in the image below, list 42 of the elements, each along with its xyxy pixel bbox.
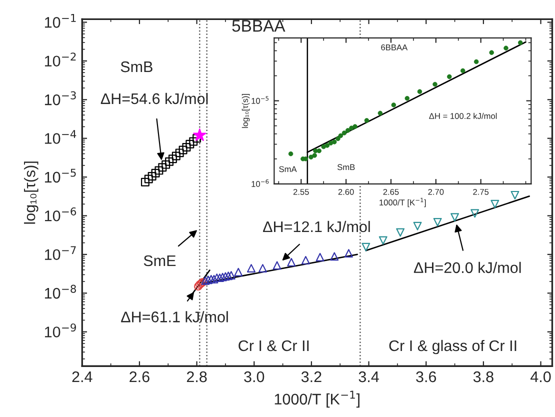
- x-tick-label: 2.8: [186, 371, 207, 382]
- y-tick-label: 10$^{−7}$: [44, 246, 76, 260]
- chart-title: 5BBAA: [232, 20, 286, 32]
- y-tick-label: 10$^{−4}$: [44, 130, 76, 144]
- annotation: ΔH=61.1 kJ/mol: [121, 311, 228, 322]
- annotation: ΔH = 100.2 kJ/mol: [429, 112, 497, 119]
- x-tick-label: 2.70: [428, 188, 444, 195]
- annotation: Cr I & glass of Cr II: [389, 340, 516, 354]
- x-tick-label: 3.4: [358, 371, 379, 382]
- y-tick-label: 10$^{−8}$: [44, 284, 76, 299]
- y-tick-label: 10$^{−2}$: [44, 52, 76, 67]
- x-tick-label: 2.4: [72, 371, 92, 382]
- y-tick-label: 10$^{−5}$: [252, 96, 268, 104]
- text: 6BBAA: [381, 44, 408, 50]
- y-axis-title: log₁₀[τ(s)]: [242, 94, 250, 128]
- x-tick-label: 3.0: [244, 371, 264, 382]
- annotation: SmB: [120, 61, 152, 72]
- annotation: ΔH=12.1 kJ/mol: [263, 220, 370, 232]
- annotation: SmB: [337, 164, 355, 170]
- x-tick-label: 2.60: [338, 188, 354, 195]
- x-axis-title: 1000/T [K$^{−1}$]: [274, 390, 360, 408]
- y-tick-label: 10$^{−5}$: [44, 168, 76, 183]
- x-axis-title: 1000/T [K$^{−1}$]: [380, 198, 426, 208]
- x-tick-label: 2.6: [130, 371, 150, 382]
- y-tick-label: 10$^{−6}$: [252, 179, 269, 187]
- y-tick-label: 10$^{−3}$: [44, 91, 76, 106]
- annotation: Cr I & Cr II: [238, 340, 309, 352]
- annotation: ΔH=20.0 kJ/mol: [414, 262, 521, 274]
- x-tick-label: 4.0: [530, 371, 551, 382]
- annotation: ΔH=54.6 kJ/mol: [100, 92, 208, 104]
- annotation: SmA: [279, 166, 297, 172]
- x-tick-label: 2.75: [473, 188, 489, 195]
- y-axis-title: log₁₀[τ(s)]: [24, 162, 38, 224]
- y-tick-label: 10$^{−6}$: [44, 207, 76, 222]
- x-tick-label: 2.65: [383, 188, 399, 195]
- x-tick-label: 3.2: [301, 371, 322, 382]
- y-tick-label: 10$^{−9}$: [44, 323, 76, 338]
- x-tick-label: 3.8: [473, 371, 494, 382]
- y-tick-label: 10$^{−1}$: [44, 14, 76, 28]
- x-tick-label: 3.6: [416, 371, 436, 382]
- x-tick-label: 2.55: [293, 188, 309, 195]
- annotation: SmE: [144, 255, 176, 266]
